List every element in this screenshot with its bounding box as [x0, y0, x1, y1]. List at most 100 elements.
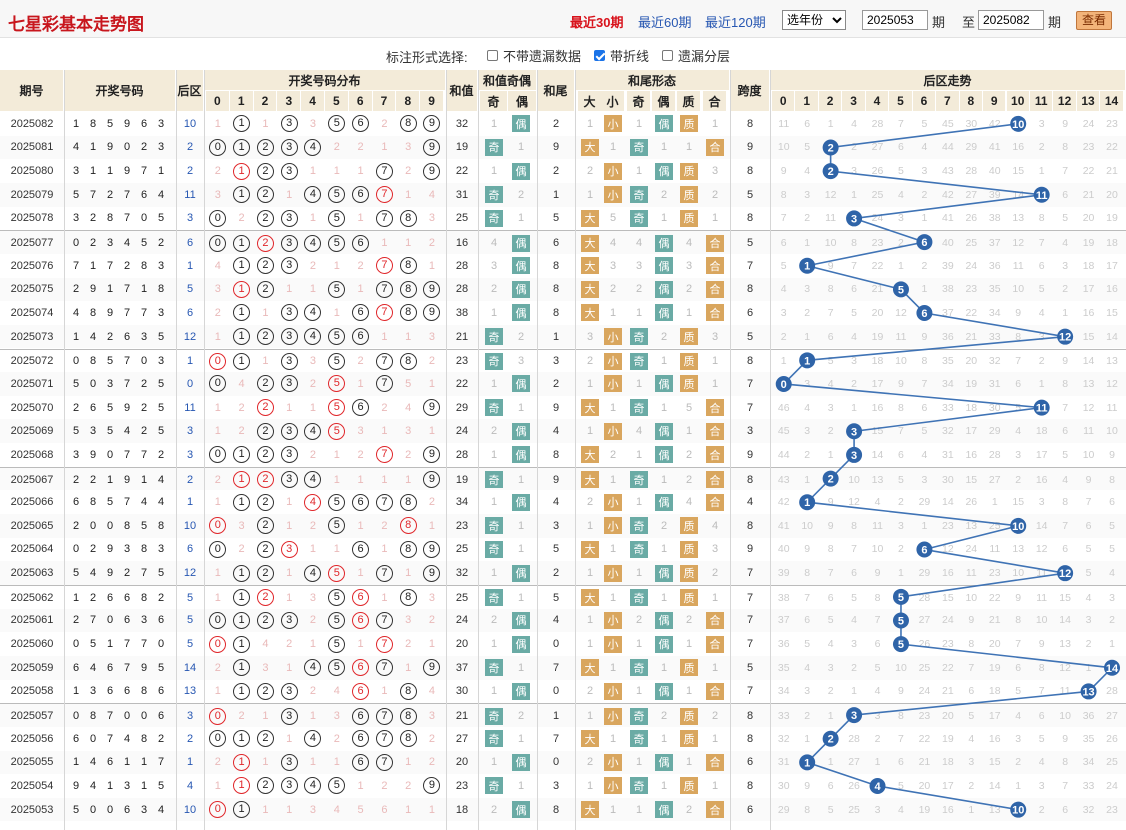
back-missing: 31 — [777, 756, 790, 769]
tail-form-cell: 1 — [578, 419, 602, 443]
dist-missing: 2 — [214, 165, 221, 178]
back-missing: 3 — [898, 519, 904, 532]
back-value: 1 — [186, 259, 194, 272]
back-missing: 4 — [898, 803, 904, 816]
sum-value: 18 — [455, 803, 469, 816]
period-60-link[interactable]: 最近60期 — [638, 15, 692, 30]
year-select[interactable]: 选年份 — [782, 10, 846, 30]
dist-cell: 2 — [373, 514, 397, 538]
back-missing: 38 — [777, 591, 790, 604]
checkbox-layer[interactable] — [662, 50, 673, 61]
back-trend-cell: 18 — [1077, 254, 1100, 278]
back-missing: 38 — [942, 283, 954, 296]
back-missing: 7 — [898, 425, 904, 438]
tail-form-composite: 合 — [706, 234, 724, 252]
back-trend-cell: 10 — [795, 514, 818, 538]
option-layer[interactable]: 遗漏分层 — [662, 46, 730, 65]
back-missing: 7 — [1062, 165, 1069, 178]
sum-parity-even: 偶 — [512, 564, 530, 582]
to-issue-input[interactable] — [978, 10, 1044, 30]
back-missing: 36 — [777, 638, 790, 651]
back-trend-cell: 5 — [1100, 514, 1123, 538]
back-trend-cell: 38 — [983, 207, 1006, 231]
dist-ball: 7 — [375, 611, 393, 629]
dist-missing: 1 — [405, 567, 412, 580]
header-back-col-8: 8 — [959, 91, 984, 112]
dist-missing: 3 — [214, 283, 221, 296]
sum-parity-cell: 1 — [509, 396, 533, 420]
dist-cell: 1 — [206, 561, 230, 585]
tail-form-prime: 质 — [680, 162, 698, 180]
tail-form-cell: 偶 — [652, 254, 676, 278]
option-polyline[interactable]: 带折线 — [594, 46, 649, 65]
back-trend-cell: 32 — [983, 350, 1006, 374]
sum-parity-odd: 奇 — [485, 352, 503, 370]
number-digit: 5 — [72, 567, 80, 580]
back-missing: 4 — [1062, 237, 1069, 250]
tail-form-odd: 1 — [635, 685, 643, 698]
back-missing: 6 — [898, 756, 904, 769]
dist-cell: 1 — [325, 468, 349, 492]
back-missing: 8 — [1062, 377, 1069, 390]
back-missing: 6 — [921, 401, 928, 414]
issue-cell: 2025058 — [10, 685, 54, 698]
back-missing: 8 — [898, 401, 904, 414]
back-missing: 2 — [1015, 756, 1022, 769]
back-missing: 10 — [848, 473, 860, 486]
sum-parity-even: 1 — [517, 473, 525, 486]
back-missing: 6 — [1015, 661, 1022, 674]
tail-form-even: 1 — [660, 355, 668, 368]
period-30-link[interactable]: 最近30期 — [570, 15, 624, 30]
dist-cell: 4 — [230, 372, 254, 396]
sum-parity-cell: 偶 — [509, 632, 533, 656]
sum-parity-even: 3 — [517, 355, 525, 368]
tail-value: 8 — [552, 306, 560, 319]
checkbox-polyline[interactable] — [594, 50, 605, 61]
back-trend-cell: 30 — [960, 112, 983, 136]
back-trend-cell: 42 — [772, 490, 795, 514]
back-missing: 15 — [871, 425, 884, 438]
table-row: 2025080 3 1 1 9 7 1 2 2 1 2 3 1 1 1 7 2 9 22 1 偶 2 2 小 1 偶质 3 8 9 4 3 2… — [0, 159, 1126, 183]
option-no-missing[interactable]: 不带遗漏数据 — [487, 46, 581, 65]
query-button[interactable]: 查看 — [1076, 11, 1112, 30]
sum-parity-even: 2 — [517, 188, 525, 201]
span-value: 9 — [746, 448, 754, 461]
dist-ball: 5 — [328, 493, 346, 511]
back-missing: 14 — [1035, 519, 1048, 532]
dist-missing: 1 — [381, 237, 388, 250]
sum-parity-cell: 2 — [509, 704, 533, 728]
period-120-link[interactable]: 最近120期 — [705, 15, 766, 30]
back-missing: 1 — [851, 401, 857, 414]
back-trend-cell: 3 — [1030, 325, 1053, 349]
back-missing: 23 — [1082, 141, 1095, 154]
to-label: 至 — [962, 15, 976, 30]
tail-form-cell: 质 — [677, 112, 701, 136]
tail-form-small: 小 — [604, 707, 622, 725]
dist-cell: 0 — [206, 798, 230, 822]
back-trend-cell — [1030, 183, 1053, 207]
number-digit: 2 — [72, 401, 80, 414]
table-row: 2025062 1 2 6 6 8 2 5 1 1 2 1 3 5 6 1 8 3 25 奇 1 5 大 1 奇 1 质 1 7 38 7 6… — [0, 585, 1126, 609]
tail-value: 8 — [552, 283, 560, 296]
back-trend-cell: 19 — [960, 372, 983, 396]
dist-cell: 9 — [420, 538, 444, 562]
back-value: 6 — [186, 237, 194, 250]
back-trend-cell: 14 — [866, 443, 889, 467]
number-digit: 8 — [106, 212, 114, 225]
from-issue-input[interactable] — [862, 10, 928, 30]
dist-ball: 2 — [256, 399, 274, 417]
back-missing: 23 — [942, 638, 954, 651]
sum-value: 31 — [455, 188, 469, 201]
back-trend-cell: 5 — [795, 136, 818, 160]
back-trend-cell: 24 — [866, 207, 889, 231]
dist-cell: 7 — [373, 278, 397, 302]
checkbox-no-missing[interactable] — [487, 50, 498, 61]
header-issue[interactable]: 期号 — [0, 70, 64, 112]
dist-cell: 3 — [301, 350, 325, 374]
dist-cell: 5 — [325, 656, 349, 680]
tail-form-cell: 1 — [652, 207, 676, 231]
dist-cell: 4 — [254, 632, 278, 656]
back-trend-cell: 21 — [1077, 183, 1100, 207]
tail-form-big: 1 — [586, 779, 594, 792]
back-trend-cell: 20 — [936, 704, 959, 728]
